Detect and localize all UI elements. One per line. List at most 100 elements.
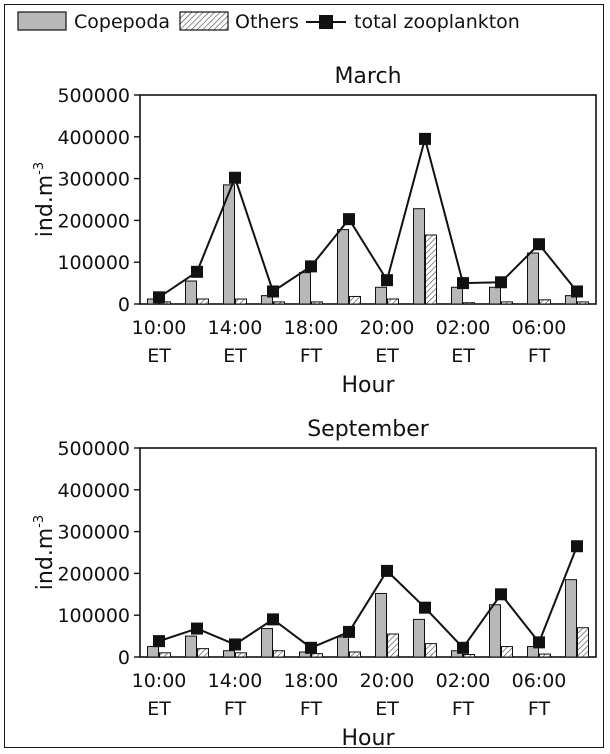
- y-axis-label-superscript: -3: [32, 162, 47, 175]
- y-axis-label-superscript: -3: [32, 515, 47, 528]
- bar-others: [235, 298, 247, 305]
- bar-others: [577, 627, 589, 658]
- legend-label-total: total zooplankton: [354, 11, 520, 33]
- legend-label-copepoda: Copepoda: [74, 11, 170, 33]
- bar-copepoda: [413, 208, 425, 305]
- point-total-zooplankton: [343, 625, 355, 638]
- bar-copepoda: [527, 252, 539, 305]
- point-total-zooplankton: [495, 588, 507, 601]
- y-axis-label-text: ind.m: [33, 528, 58, 590]
- bar-copepoda: [375, 286, 387, 305]
- point-total-zooplankton: [533, 238, 545, 251]
- x-tick-label-time: 18:00: [284, 670, 339, 692]
- x-tick-label-time: 02:00: [436, 670, 491, 692]
- bar-copepoda: [223, 184, 235, 305]
- x-axis-label: Hour: [342, 726, 396, 751]
- point-total-zooplankton: [229, 638, 241, 651]
- point-total-zooplankton: [381, 274, 393, 287]
- x-tick-label-tide: FT: [300, 345, 323, 367]
- bar-others: [197, 648, 209, 658]
- x-tick-label-tide: ET: [147, 345, 171, 367]
- y-tick-label: 500000: [57, 438, 130, 460]
- y-tick-label: 400000: [57, 127, 130, 149]
- x-tick-label-time: 06:00: [512, 670, 567, 692]
- x-tick-label-time: 18:00: [284, 317, 339, 339]
- x-tick-label-tide: ET: [147, 698, 171, 720]
- bar-copepoda: [337, 636, 349, 658]
- bar-others: [425, 643, 437, 658]
- bar-copepoda: [565, 579, 577, 658]
- bar-others: [539, 653, 551, 658]
- bar-copepoda: [337, 229, 349, 305]
- x-tick-label-tide: FT: [300, 698, 323, 720]
- point-total-zooplankton: [305, 260, 317, 273]
- point-total-zooplankton: [267, 613, 279, 626]
- bar-others: [501, 646, 513, 658]
- y-tick-label: 200000: [57, 210, 130, 232]
- bar-copepoda: [489, 604, 501, 658]
- y-tick-label: 500000: [57, 85, 130, 107]
- x-tick-label-tide: FT: [452, 698, 475, 720]
- y-axis-label-text: ind.m: [33, 175, 58, 237]
- y-tick-label: 0: [118, 294, 130, 316]
- bar-others: [311, 301, 323, 305]
- bar-others: [273, 301, 285, 305]
- y-axis-label: ind.m-3: [32, 162, 58, 237]
- bar-copepoda: [223, 650, 235, 658]
- x-tick-label-time: 20:00: [360, 317, 415, 339]
- bar-copepoda: [147, 646, 159, 658]
- point-total-zooplankton: [571, 285, 583, 298]
- y-tick-label: 400000: [57, 480, 130, 502]
- figure-frame: [4, 4, 604, 748]
- point-total-zooplankton: [343, 213, 355, 226]
- y-tick-label: 100000: [57, 252, 130, 274]
- y-tick-label: 200000: [57, 563, 130, 585]
- bar-others: [197, 298, 209, 305]
- legend-swatch-copepoda: [17, 11, 67, 31]
- bar-others: [463, 302, 475, 305]
- bar-others: [159, 652, 171, 658]
- bar-others: [577, 301, 589, 305]
- bar-others: [387, 298, 399, 305]
- x-tick-label-tide: ET: [375, 345, 399, 367]
- point-total-zooplankton: [305, 641, 317, 654]
- bar-others: [425, 234, 437, 305]
- x-tick-label-time: 14:00: [208, 317, 263, 339]
- bar-others: [501, 301, 513, 305]
- chart-september: September 0 100000 200000 300000 400000 500000…: [32, 417, 597, 751]
- bar-others: [311, 653, 323, 658]
- x-tick-label-tide: ET: [223, 345, 247, 367]
- bar-copepoda: [185, 280, 197, 305]
- x-tick-label-time: 14:00: [208, 670, 263, 692]
- legend: Copepoda Others total zooplankton: [17, 11, 520, 33]
- point-total-zooplankton: [495, 276, 507, 289]
- point-total-zooplankton: [571, 540, 583, 553]
- x-tick-label-time: 02:00: [436, 317, 491, 339]
- y-axis-label: ind.m-3: [32, 515, 58, 590]
- point-total-zooplankton: [267, 285, 279, 298]
- x-tick-label-tide: FT: [528, 698, 551, 720]
- bar-copepoda: [261, 628, 273, 658]
- x-axis-label: Hour: [342, 373, 396, 398]
- point-total-zooplankton: [533, 636, 545, 649]
- bar-others: [387, 633, 399, 658]
- point-total-zooplankton: [457, 277, 469, 290]
- legend-swatch-others: [179, 11, 229, 31]
- y-tick-label: 300000: [57, 522, 130, 544]
- chart-march: March 0 100000 200000 300000 400000 500000 ind.…: [32, 64, 597, 398]
- x-tick-label-tide: FT: [528, 345, 551, 367]
- y-tick-label: 300000: [57, 169, 130, 191]
- bar-copepoda: [299, 272, 311, 305]
- line-total-zooplankton: [158, 135, 578, 299]
- y-tick-label: 0: [118, 647, 130, 669]
- x-tick-label-time: 10:00: [132, 317, 187, 339]
- y-tick-label: 100000: [57, 605, 130, 627]
- bar-others: [463, 653, 475, 658]
- legend-label-others: Others: [235, 11, 299, 33]
- point-total-zooplankton: [229, 171, 241, 184]
- point-total-zooplankton: [381, 564, 393, 577]
- bar-others: [349, 295, 361, 305]
- bar-copepoda: [375, 592, 387, 658]
- line-total-zooplankton: [158, 545, 578, 650]
- bar-others: [539, 299, 551, 305]
